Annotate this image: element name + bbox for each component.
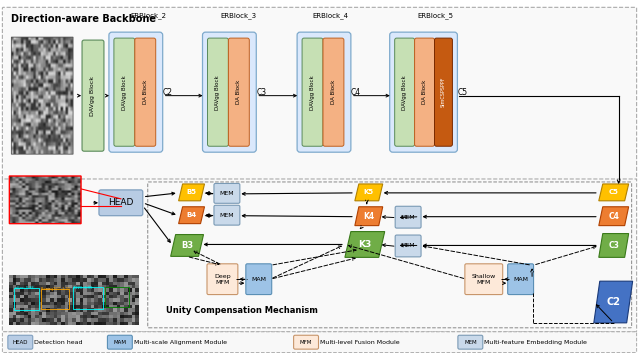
- Text: C5: C5: [609, 189, 619, 195]
- FancyBboxPatch shape: [114, 38, 135, 146]
- FancyBboxPatch shape: [508, 264, 534, 295]
- Polygon shape: [345, 232, 385, 257]
- Text: C5: C5: [458, 88, 468, 97]
- FancyBboxPatch shape: [297, 32, 351, 152]
- FancyBboxPatch shape: [135, 38, 156, 146]
- Text: MEM: MEM: [220, 213, 234, 218]
- Polygon shape: [171, 235, 204, 256]
- Text: C4: C4: [351, 88, 361, 97]
- FancyBboxPatch shape: [202, 32, 256, 152]
- FancyBboxPatch shape: [3, 7, 637, 180]
- Text: Direction-aware Backbone: Direction-aware Backbone: [12, 14, 156, 24]
- Polygon shape: [594, 281, 632, 323]
- FancyBboxPatch shape: [3, 332, 637, 353]
- FancyBboxPatch shape: [323, 38, 344, 146]
- Text: SimCSPSPPF: SimCSPSPPF: [441, 77, 446, 107]
- Text: MEM: MEM: [401, 215, 415, 220]
- Bar: [14, 288, 39, 310]
- Text: Multi-feature Embedding Module: Multi-feature Embedding Module: [484, 340, 587, 345]
- Text: Multi-scale Alignment Module: Multi-scale Alignment Module: [134, 340, 227, 345]
- FancyBboxPatch shape: [214, 205, 240, 225]
- FancyBboxPatch shape: [294, 335, 319, 349]
- Text: Unity Compensation Mechanism: Unity Compensation Mechanism: [166, 306, 317, 315]
- FancyBboxPatch shape: [3, 179, 637, 332]
- Text: DA Block: DA Block: [331, 80, 336, 104]
- Text: DAVgg Block: DAVgg Block: [90, 76, 95, 116]
- Text: K4: K4: [364, 212, 374, 221]
- FancyBboxPatch shape: [465, 264, 502, 295]
- Text: B3: B3: [181, 241, 193, 250]
- Text: C4: C4: [608, 212, 619, 221]
- FancyBboxPatch shape: [395, 206, 421, 228]
- Text: C3: C3: [608, 241, 619, 250]
- Bar: [105, 287, 129, 307]
- Text: DA Block: DA Block: [422, 80, 427, 104]
- Text: DA Block: DA Block: [143, 80, 148, 104]
- FancyBboxPatch shape: [207, 38, 228, 146]
- Polygon shape: [599, 234, 628, 257]
- Text: A220: 0.99: A220: 0.99: [73, 286, 92, 290]
- Text: C2: C2: [163, 88, 173, 97]
- Text: MAM: MAM: [113, 340, 126, 345]
- Text: HEAD: HEAD: [108, 198, 134, 207]
- FancyBboxPatch shape: [246, 264, 272, 295]
- Polygon shape: [599, 184, 628, 201]
- Polygon shape: [599, 207, 628, 225]
- FancyBboxPatch shape: [82, 40, 104, 151]
- Bar: [73, 287, 103, 309]
- Text: Shallow
MFM: Shallow MFM: [472, 274, 496, 285]
- Text: HEAD: HEAD: [13, 340, 28, 345]
- Text: MEM: MEM: [464, 340, 477, 345]
- Text: Detection head: Detection head: [35, 340, 83, 345]
- FancyBboxPatch shape: [395, 235, 421, 257]
- Text: DAVgg Block: DAVgg Block: [216, 75, 220, 109]
- Text: Multi-level Fusion Module: Multi-level Fusion Module: [320, 340, 399, 345]
- Text: C2: C2: [606, 297, 620, 307]
- Polygon shape: [355, 184, 383, 201]
- FancyBboxPatch shape: [390, 32, 458, 152]
- Polygon shape: [179, 207, 205, 224]
- FancyBboxPatch shape: [395, 38, 415, 146]
- Text: ERBlock_4: ERBlock_4: [312, 12, 348, 19]
- Text: Deep
MFM: Deep MFM: [214, 274, 231, 285]
- FancyBboxPatch shape: [99, 190, 143, 216]
- Text: DAVgg Block: DAVgg Block: [310, 75, 315, 109]
- Text: DAVgg Block: DAVgg Block: [402, 75, 407, 109]
- FancyBboxPatch shape: [8, 335, 33, 349]
- Text: K3: K3: [358, 240, 371, 249]
- FancyBboxPatch shape: [228, 38, 250, 146]
- Text: MAM: MAM: [252, 277, 266, 282]
- Text: Boeing707: 1.01: Boeing707: 1.01: [41, 287, 70, 291]
- Text: ERBlock_3: ERBlock_3: [220, 12, 257, 19]
- FancyBboxPatch shape: [302, 38, 323, 146]
- Text: B4: B4: [186, 212, 196, 218]
- Text: DAVgg Block: DAVgg Block: [122, 75, 127, 109]
- Polygon shape: [355, 207, 383, 225]
- Text: MEM: MEM: [401, 244, 415, 249]
- Text: ERBlock_5: ERBlock_5: [417, 12, 454, 19]
- FancyBboxPatch shape: [214, 183, 240, 203]
- Text: after: 0.98: after: 0.98: [15, 286, 34, 290]
- FancyBboxPatch shape: [108, 335, 132, 349]
- FancyBboxPatch shape: [458, 335, 483, 349]
- Text: K5: K5: [364, 189, 374, 195]
- Bar: [41, 289, 69, 309]
- FancyBboxPatch shape: [109, 32, 163, 152]
- Polygon shape: [179, 184, 205, 201]
- Text: MAM: MAM: [513, 277, 528, 282]
- FancyBboxPatch shape: [435, 38, 452, 146]
- FancyBboxPatch shape: [207, 264, 238, 295]
- Text: ERBlock_2: ERBlock_2: [131, 12, 167, 19]
- Text: DA Block: DA Block: [236, 80, 241, 104]
- FancyBboxPatch shape: [415, 38, 435, 146]
- Text: MEM: MEM: [220, 191, 234, 196]
- Text: MFM: MFM: [300, 340, 312, 345]
- Text: C3: C3: [256, 88, 266, 97]
- Text: B5: B5: [186, 189, 196, 195]
